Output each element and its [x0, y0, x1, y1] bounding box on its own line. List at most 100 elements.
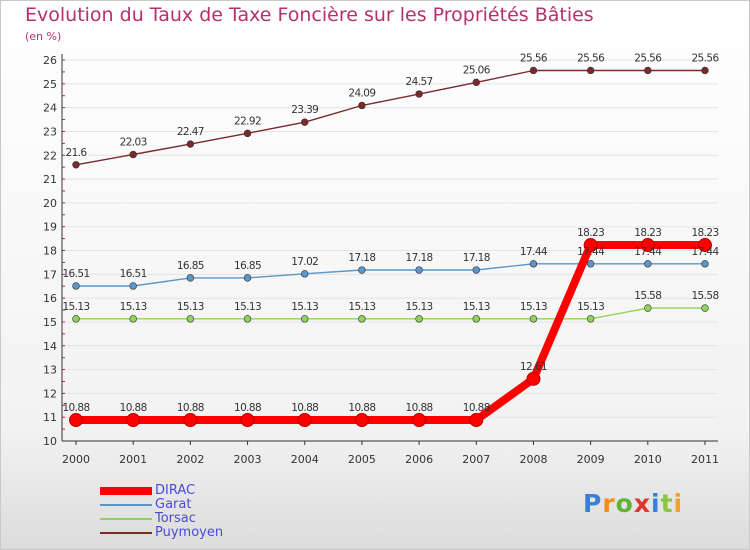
series-line-puymoyen: [75, 69, 706, 166]
data-point: [701, 260, 709, 268]
data-label: 15.13: [120, 301, 147, 313]
logo-letter: t: [660, 489, 674, 518]
data-point: [698, 238, 712, 253]
y-tick-label: 16: [43, 292, 57, 305]
data-point: [644, 304, 652, 312]
data-point: [186, 315, 195, 323]
legend-swatch: [100, 518, 152, 520]
data-label: 25.06: [463, 64, 491, 76]
data-label: 21.6: [66, 147, 88, 159]
data-label: 24.57: [406, 76, 433, 88]
data-point: [529, 315, 538, 323]
data-label: 15.13: [177, 301, 204, 313]
data-label: 17.44: [634, 246, 662, 258]
data-point: [301, 315, 309, 323]
grid-lines: [62, 59, 718, 442]
data-point: [301, 270, 309, 278]
data-label: 15.13: [291, 301, 318, 313]
data-point: [472, 266, 480, 274]
data-labels: 21.6 22.03 22.47 22.92 23.39 24.09 24.57 25.06 2…: [62, 52, 720, 414]
y-tick-label: 26: [43, 54, 57, 67]
x-tick-label: 2007: [462, 453, 490, 466]
data-label: 22.47: [177, 126, 204, 138]
y-tick-label: 17: [43, 268, 57, 281]
data-point: [129, 282, 137, 290]
data-label: 17.18: [463, 252, 490, 264]
data-label: 15.13: [348, 301, 375, 313]
y-tick-label: 23: [43, 125, 57, 138]
data-label: 15.13: [406, 301, 433, 313]
data-point: [586, 260, 595, 268]
data-point: [529, 260, 538, 268]
proxiti-logo: Proxiti: [583, 489, 683, 518]
data-point: [243, 315, 252, 323]
data-label: 17.18: [406, 252, 433, 264]
y-tick-label: 11: [43, 411, 57, 424]
y-tick-label: 12: [43, 387, 57, 400]
chart-title: Evolution du Taux de Taxe Foncière sur l…: [25, 4, 594, 26]
y-tick-label: 14: [43, 340, 57, 353]
data-point: [586, 66, 595, 75]
data-label: 18.23: [691, 227, 718, 239]
data-point: [415, 90, 423, 98]
logo-letter: r: [602, 489, 616, 518]
data-point: [243, 129, 252, 138]
x-tick-label: 2009: [577, 453, 605, 466]
y-tick-label: 21: [43, 173, 57, 186]
x-tick-label: 2008: [519, 453, 547, 466]
data-label: 10.88: [291, 402, 318, 414]
data-point: [129, 315, 137, 323]
data-label: 18.23: [634, 227, 661, 239]
data-label: 16.51: [62, 268, 89, 280]
data-label: 22.92: [234, 115, 261, 127]
x-tick-label: 2011: [691, 453, 719, 466]
data-point: [240, 413, 255, 428]
data-point: [301, 118, 309, 126]
data-label: 10.88: [177, 402, 204, 414]
x-tick-label: 2002: [176, 453, 204, 466]
data-label: 10.88: [120, 402, 147, 414]
data-label: 16.85: [177, 260, 204, 272]
legend-label: DIRAC: [155, 483, 196, 498]
data-point: [129, 150, 137, 159]
x-tick-label: 2006: [405, 453, 433, 466]
data-point: [183, 413, 198, 428]
data-label: 25.56: [520, 52, 548, 64]
axes: [61, 54, 718, 442]
data-point: [126, 413, 141, 428]
data-label: 10.88: [463, 402, 490, 414]
data-label: 23.39: [291, 104, 318, 116]
data-label: 10.88: [406, 402, 433, 414]
data-label: 17.02: [291, 256, 318, 268]
logo-letter: i: [673, 489, 684, 518]
logo-letter: x: [633, 489, 651, 518]
data-point: [586, 315, 595, 323]
data-label: 17.44: [691, 246, 719, 258]
logo-letter: i: [651, 489, 661, 518]
y-tick-label: 13: [43, 364, 57, 377]
data-point: [415, 315, 423, 323]
y-tick-label: 24: [43, 102, 57, 115]
x-axis-ticks: 2000 2001 2002 2003 2004 2005 2006 2007 2008 2009…: [62, 441, 719, 466]
data-point: [358, 315, 366, 323]
legend-swatch: [100, 532, 152, 534]
data-point: [72, 161, 80, 169]
data-point: [644, 66, 652, 75]
data-point: [640, 238, 655, 253]
data-label: 24.09: [348, 87, 375, 99]
data-point: [644, 260, 652, 268]
data-point: [415, 266, 423, 274]
data-point: [358, 266, 366, 274]
data-label: 15.13: [520, 301, 547, 313]
data-point: [186, 140, 195, 148]
y-tick-label: 19: [43, 221, 57, 234]
data-point: [354, 413, 369, 428]
data-label: 17.18: [348, 252, 375, 264]
data-label: 25.56: [634, 52, 662, 64]
data-label: 25.56: [577, 52, 605, 64]
logo-letter: P: [583, 489, 603, 518]
series-group: [69, 66, 712, 428]
data-label: 10.88: [234, 402, 261, 414]
data-label: 16.85: [234, 260, 261, 272]
data-point: [701, 66, 709, 75]
